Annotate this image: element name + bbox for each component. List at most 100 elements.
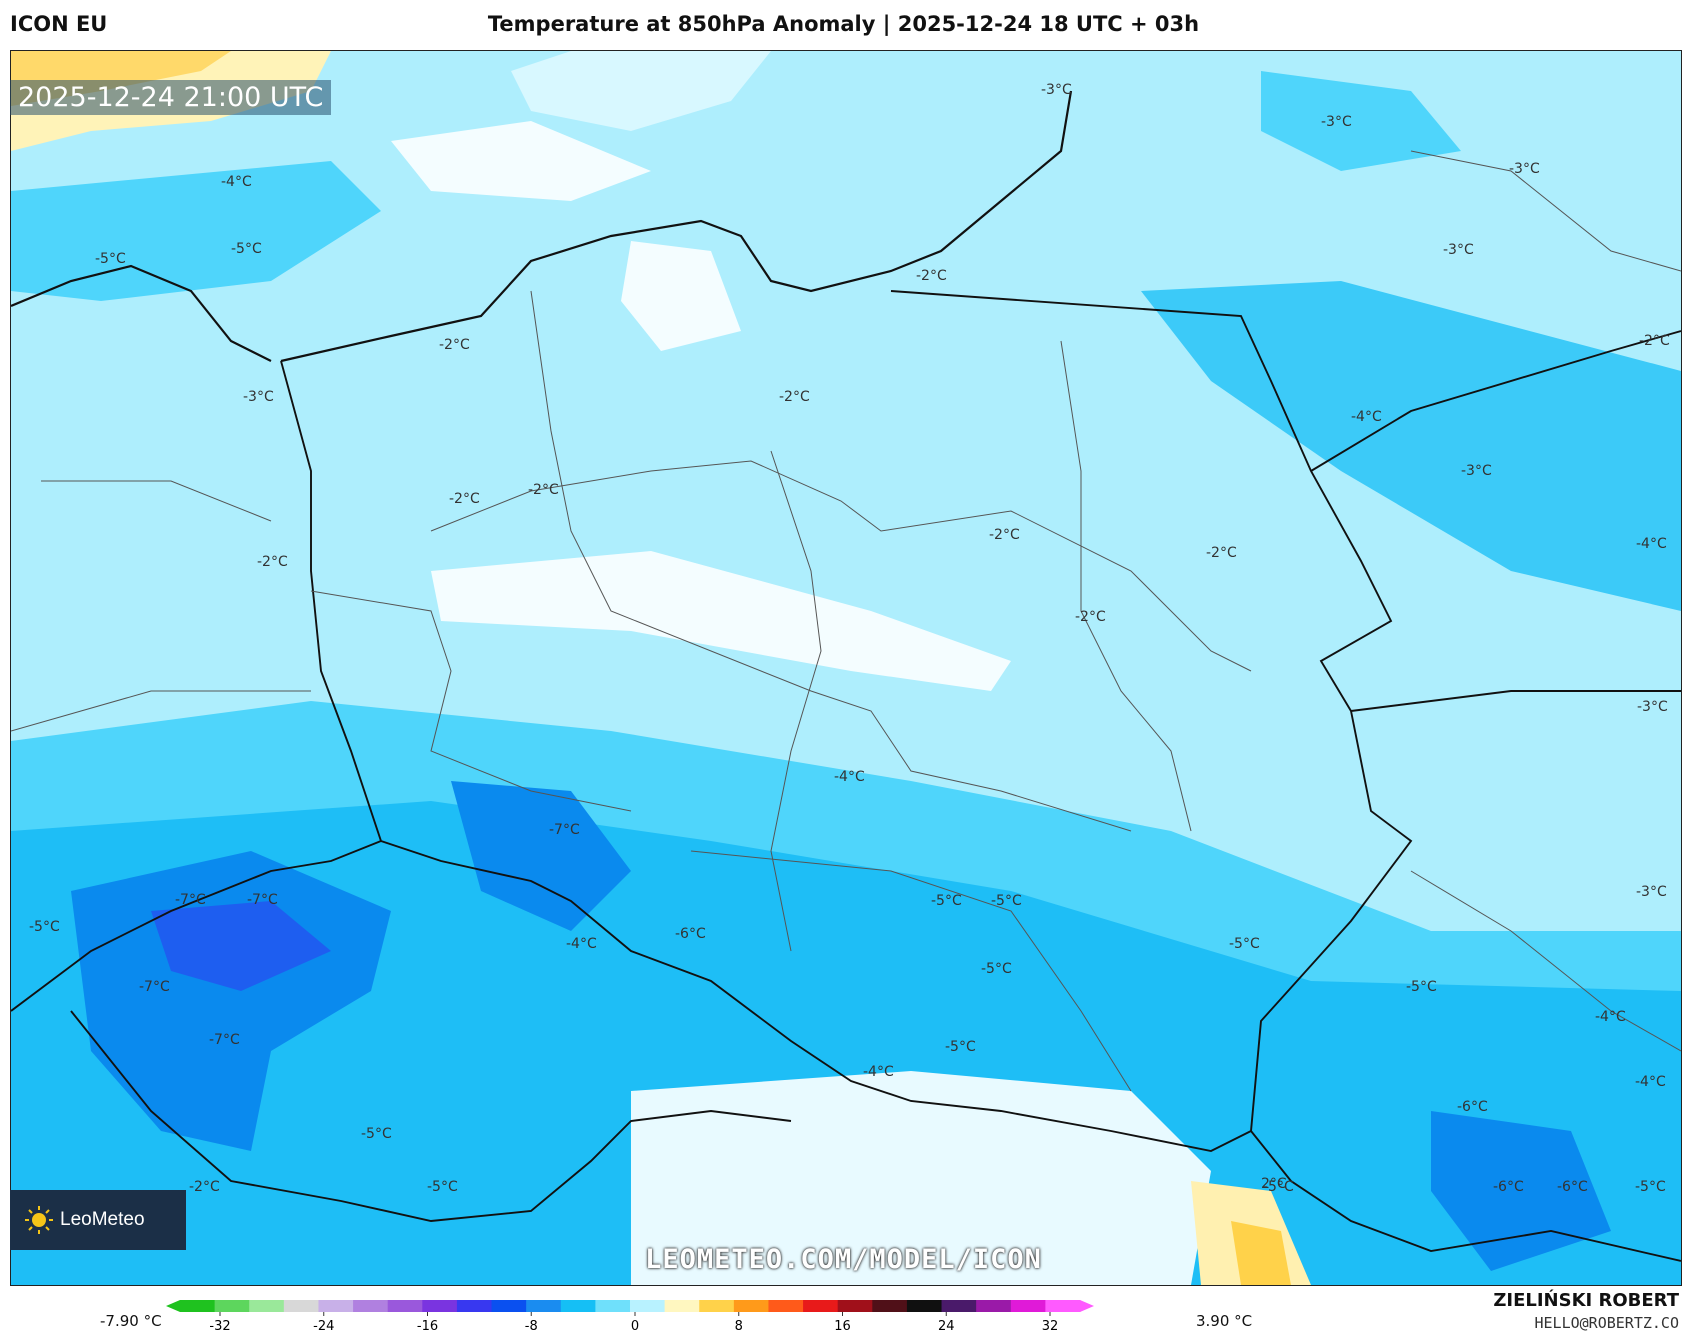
colorbar-cell bbox=[353, 1300, 389, 1312]
contour-label: -4°C bbox=[1351, 409, 1382, 425]
contour-label: -7°C bbox=[247, 892, 278, 908]
contour-label: -5°C bbox=[1635, 1179, 1666, 1195]
contour-label: -3°C bbox=[1509, 161, 1540, 177]
colorbar-tick-label: -32 bbox=[209, 1319, 230, 1334]
national-borders bbox=[11, 290, 1681, 1262]
colorbar-tick-label: 16 bbox=[834, 1319, 851, 1334]
contour-label: -2°C bbox=[449, 491, 480, 507]
contour-label: -4°C bbox=[1636, 536, 1667, 552]
colorbar-cell bbox=[595, 1300, 631, 1312]
logo-text: LeoMeteo bbox=[60, 1209, 145, 1230]
border-czechia-west bbox=[11, 840, 382, 1012]
border-east-2 bbox=[1310, 330, 1681, 472]
author-email: HELLO@ROBERTZ.CO bbox=[1534, 1314, 1680, 1332]
contour-label: -6°C bbox=[675, 926, 706, 942]
leometeo-logo[interactable]: LeoMeteo bbox=[10, 1190, 186, 1250]
colorbar-cell bbox=[976, 1300, 1012, 1312]
anomaly-map: -3°C -3°C -3°C -4°C -3°C -5°C -5°C -2°C … bbox=[11, 51, 1681, 1285]
colorbar-cell bbox=[733, 1300, 769, 1312]
colorbar-tick-label: -16 bbox=[417, 1319, 438, 1334]
contour-label: -2°C bbox=[189, 1179, 220, 1195]
near-zero-pomerania bbox=[621, 241, 741, 351]
contour-label: -5°C bbox=[991, 893, 1022, 909]
contour-label: -4°C bbox=[834, 769, 865, 785]
contour-label: -3°C bbox=[1636, 884, 1667, 900]
colorbar-cell bbox=[1045, 1300, 1081, 1312]
contour-label: -7°C bbox=[209, 1032, 240, 1048]
contour-label: -5°C bbox=[1406, 979, 1437, 995]
contour-label: -4°C bbox=[1635, 1074, 1666, 1090]
colorbar-cell bbox=[526, 1300, 562, 1312]
chart-title: Temperature at 850hPa Anomaly | 2025-12-… bbox=[487, 12, 1200, 36]
contour-label: -7°C bbox=[139, 979, 170, 995]
contour-label: -4°C bbox=[863, 1064, 894, 1080]
colorbar-tick-label: 0 bbox=[631, 1319, 639, 1334]
cold-core-southeast bbox=[1431, 1111, 1611, 1271]
coldest-core-bohemia bbox=[151, 901, 331, 991]
watermark: LEOMETEO.COM/MODEL/ICON bbox=[645, 1244, 1042, 1275]
contour-label: -6°C bbox=[1457, 1099, 1488, 1115]
cold-core-bohemia bbox=[71, 851, 391, 1151]
colorbar-cell bbox=[318, 1300, 354, 1312]
pale-region-north bbox=[511, 51, 771, 131]
regional-borders bbox=[11, 150, 1681, 1092]
colorbar-cell bbox=[699, 1300, 735, 1312]
colorbar-cell bbox=[872, 1300, 908, 1312]
contour-label: -6°C bbox=[1493, 1179, 1524, 1195]
contour-label: -2°C bbox=[1075, 609, 1106, 625]
colorbar-cell bbox=[387, 1300, 423, 1312]
colorbar-cell bbox=[630, 1300, 666, 1312]
contour-label: -2°C bbox=[257, 554, 288, 570]
contour-label: -5°C bbox=[231, 241, 262, 257]
colorbar-cell bbox=[422, 1300, 458, 1312]
coastlines bbox=[11, 90, 1073, 363]
colorbar-cell bbox=[906, 1300, 943, 1312]
contour-label: -5°C bbox=[427, 1179, 458, 1195]
colorbar-cell bbox=[456, 1300, 493, 1312]
contour-label: -3°C bbox=[1041, 82, 1072, 98]
contour-label: -2°C bbox=[916, 268, 947, 284]
colder-band-south bbox=[11, 801, 1681, 1285]
colorbar-min-label: -7.90 °C bbox=[100, 1312, 162, 1330]
contour-label: -3°C bbox=[1461, 463, 1492, 479]
near-zero-central bbox=[431, 551, 1011, 691]
contour-label: -3°C bbox=[1321, 114, 1352, 130]
colorbar-ticks: -32 -24 -16 -8 0 8 16 24 32 bbox=[209, 1312, 1058, 1334]
colorbar-cell bbox=[941, 1300, 977, 1312]
colorbar-tick-label: -24 bbox=[313, 1319, 334, 1334]
colorbar-cell bbox=[1010, 1300, 1046, 1312]
contour-label: -7°C bbox=[175, 892, 206, 908]
colorbar-cell bbox=[249, 1300, 285, 1312]
colorbar-tick-label: -8 bbox=[525, 1319, 538, 1334]
contour-label: -2°C bbox=[989, 527, 1020, 543]
contour-label: -4°C bbox=[221, 174, 252, 190]
colorbar-cell bbox=[768, 1300, 804, 1312]
colorbar-max-label: 3.90 °C bbox=[1196, 1312, 1253, 1330]
contour-label: -2°C bbox=[779, 389, 810, 405]
sun-icon bbox=[25, 1206, 53, 1234]
warm-core-hungary bbox=[1231, 1221, 1291, 1285]
model-name: ICON EU bbox=[10, 12, 108, 36]
colorbar-max-arrow bbox=[1080, 1300, 1094, 1312]
colorbar-min-arrow bbox=[166, 1300, 180, 1312]
contour-label: -2°C bbox=[528, 482, 559, 498]
contour-label: -5°C bbox=[981, 961, 1012, 977]
contour-label: -3°C bbox=[243, 389, 274, 405]
contour-label: -6°C bbox=[1557, 1179, 1588, 1195]
contour-label: -7°C bbox=[549, 822, 580, 838]
cold-core-silesia bbox=[451, 781, 631, 931]
contour-label: -5°C bbox=[361, 1126, 392, 1142]
colorbar-tick-label: 32 bbox=[1042, 1319, 1059, 1334]
contour-label: -3°C bbox=[1637, 699, 1668, 715]
contour-label: -5°C bbox=[945, 1039, 976, 1055]
near-zero-baltic bbox=[391, 121, 651, 201]
map-panel[interactable]: -3°C -3°C -3°C -4°C -3°C -5°C -5°C -2°C … bbox=[10, 50, 1682, 1286]
contour-label: -2°C bbox=[1639, 333, 1670, 349]
contour-labels: -3°C -3°C -3°C -4°C -3°C -5°C -5°C -2°C … bbox=[29, 82, 1670, 1195]
contour-label: -5°C bbox=[931, 893, 962, 909]
valid-time-label: 2025-12-24 21:00 UTC bbox=[10, 80, 332, 115]
colorbar-cell bbox=[214, 1300, 250, 1312]
contour-label: -3°C bbox=[1443, 242, 1474, 258]
colorbar-cell bbox=[491, 1300, 527, 1312]
contour-label: -5°C bbox=[1229, 936, 1260, 952]
